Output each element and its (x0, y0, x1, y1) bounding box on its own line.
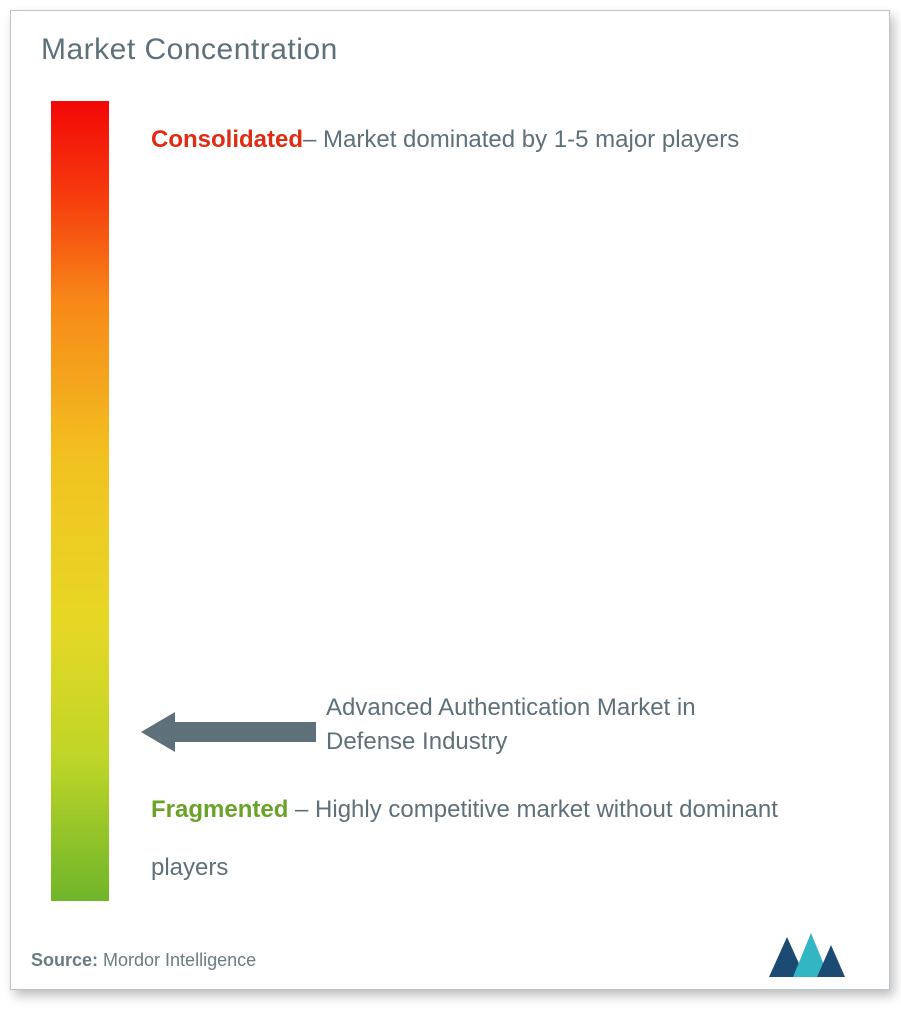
mordor-logo-icon (769, 931, 849, 977)
market-pointer: Advanced Authentication Market in Defens… (141, 691, 861, 771)
consolidated-label: Consolidated– Market dominated by 1-5 ma… (151, 111, 831, 169)
fragmented-label: Fragmented – Highly competitive market w… (151, 781, 831, 896)
infographic-card: Market Concentration Consolidated– Marke… (10, 10, 890, 990)
consolidated-keyword: Consolidated (151, 126, 303, 153)
source-value: Mordor Intelligence (98, 950, 256, 970)
chart-title: Market Concentration (41, 33, 338, 67)
pointer-line2: Defense Industry (326, 728, 507, 755)
fragmented-keyword: Fragmented (151, 796, 288, 823)
source-label: Source: (31, 950, 98, 970)
pointer-text: Advanced Authentication Market in Defens… (326, 691, 856, 758)
concentration-gradient-bar (51, 101, 109, 901)
source-attribution: Source: Mordor Intelligence (31, 950, 256, 971)
pointer-line1: Advanced Authentication Market in (326, 694, 696, 721)
arrow-shape (141, 712, 316, 752)
consolidated-rest: – Market dominated by 1-5 major players (303, 126, 739, 153)
arrow-left-icon (141, 711, 316, 753)
